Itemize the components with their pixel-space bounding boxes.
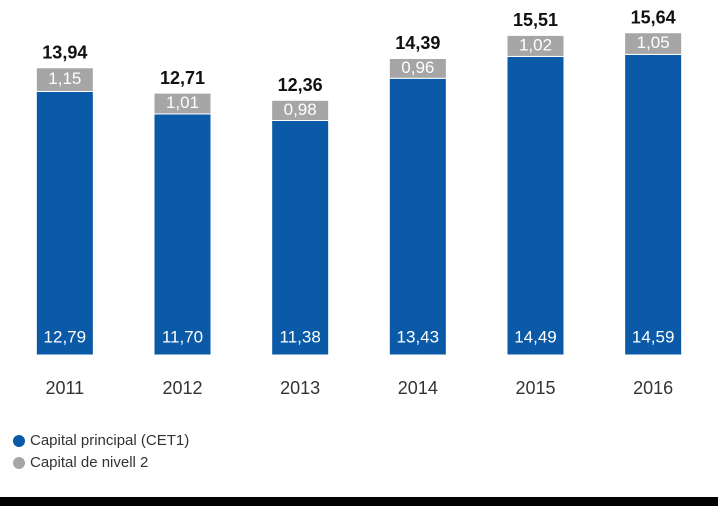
x-tick-label: 2012 bbox=[162, 378, 202, 398]
segment-label: 1,05 bbox=[637, 33, 670, 52]
x-tick-label: 2015 bbox=[515, 378, 555, 398]
legend-label: Capital principal (CET1) bbox=[30, 432, 189, 449]
segment-label: 12,79 bbox=[44, 327, 87, 346]
footer-rule bbox=[0, 497, 718, 506]
segment-label: 1,02 bbox=[519, 35, 552, 54]
segment-label: 14,49 bbox=[514, 327, 557, 346]
total-label: 12,71 bbox=[160, 68, 205, 88]
segment-label: 1,01 bbox=[166, 93, 199, 112]
x-tick-label: 2013 bbox=[280, 378, 320, 398]
bar-segment bbox=[388, 57, 447, 79]
bar-segment bbox=[153, 113, 212, 356]
total-label: 15,64 bbox=[631, 7, 676, 27]
segment-label: 11,70 bbox=[162, 327, 203, 346]
total-label: 14,39 bbox=[395, 33, 440, 53]
legend-marker bbox=[13, 435, 25, 447]
x-tick-label: 2011 bbox=[45, 378, 84, 398]
bar-segment bbox=[388, 77, 447, 356]
x-tick-label: 2014 bbox=[398, 378, 438, 398]
bar-segment bbox=[153, 92, 212, 115]
total-label: 12,36 bbox=[278, 75, 323, 95]
bar-segment bbox=[506, 55, 565, 356]
segment-label: 0,96 bbox=[401, 58, 434, 77]
segment-label: 13,43 bbox=[397, 327, 440, 346]
total-label: 13,94 bbox=[42, 43, 87, 63]
total-label: 15,51 bbox=[513, 10, 558, 30]
bar-segment bbox=[271, 120, 330, 356]
bar-segment bbox=[35, 67, 94, 92]
bar-segment bbox=[271, 99, 330, 122]
segment-label: 11,38 bbox=[280, 327, 321, 346]
legend-marker bbox=[13, 457, 25, 469]
legend-label: Capital de nivell 2 bbox=[30, 454, 148, 471]
bar-segment bbox=[624, 32, 683, 55]
segment-label: 14,59 bbox=[632, 327, 675, 346]
bar-segment bbox=[506, 34, 565, 57]
bar-segment bbox=[624, 53, 683, 356]
segment-label: 0,98 bbox=[284, 100, 317, 119]
segment-label: 1,15 bbox=[48, 69, 81, 88]
x-tick-label: 2016 bbox=[633, 378, 673, 398]
bar-segment bbox=[35, 90, 94, 356]
